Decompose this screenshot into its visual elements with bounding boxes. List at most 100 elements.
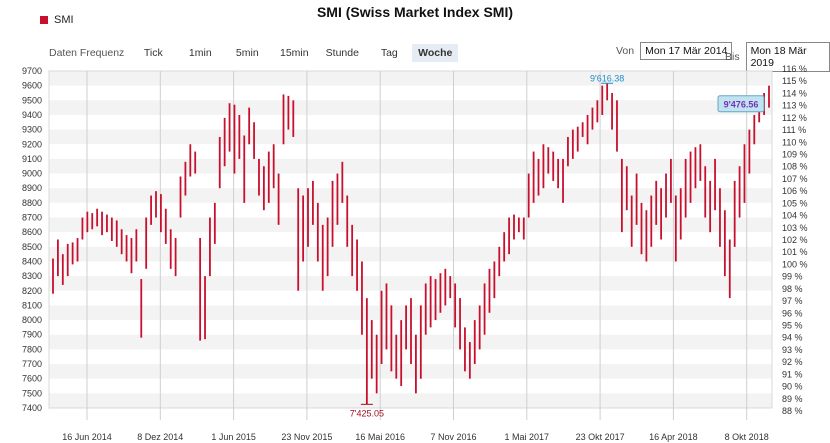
y2-tick-label: 94 % bbox=[782, 333, 803, 343]
grid-band bbox=[49, 85, 772, 101]
y2-tick-label: 115 % bbox=[782, 76, 807, 86]
y-tick-label: 8400 bbox=[22, 256, 42, 266]
frequency-woche-button[interactable]: Woche bbox=[412, 44, 459, 62]
y2-tick-label: 111 % bbox=[782, 125, 806, 135]
grid-band bbox=[49, 144, 772, 159]
y-axis-left: 9700 9600 9500 9400 9300 9200 9100 9000 8900 8800… bbox=[22, 66, 42, 413]
y-tick-label: 8600 bbox=[22, 227, 42, 237]
y2-tick-label: 112 % bbox=[782, 113, 807, 123]
annotations: 9'616.38 7'425.05 9'476.56 bbox=[350, 73, 765, 418]
grid-band bbox=[49, 71, 772, 86]
y2-tick-label: 99 % bbox=[782, 272, 803, 282]
frequency-5min-button[interactable]: 5min bbox=[235, 47, 259, 59]
y-tick-label: 7700 bbox=[22, 359, 42, 369]
y2-tick-label: 90 % bbox=[782, 382, 803, 392]
grid-band bbox=[49, 378, 772, 394]
y-tick-label: 8100 bbox=[22, 300, 42, 310]
chart-title: SMI (Swiss Market Index SMI) bbox=[316, 4, 514, 20]
x-tick-label: 16 Jun 2014 bbox=[62, 432, 112, 442]
high-annotation: 9'616.38 bbox=[590, 73, 624, 83]
grid-band bbox=[49, 261, 772, 277]
grid-band bbox=[49, 364, 772, 379]
y-tick-label: 7900 bbox=[22, 330, 42, 340]
grid-band bbox=[49, 129, 772, 145]
y2-tick-label: 89 % bbox=[782, 394, 803, 404]
y2-tick-label: 102 % bbox=[782, 235, 808, 245]
y2-tick-label: 95 % bbox=[782, 321, 803, 331]
y-tick-label: 9600 bbox=[22, 81, 42, 91]
vertical-gridlines bbox=[86, 71, 748, 420]
frequency-15min-button[interactable]: 15min bbox=[279, 47, 309, 59]
y2-tick-label: 93 % bbox=[782, 345, 803, 355]
y-tick-label: 9400 bbox=[22, 110, 42, 120]
x-tick-label: 23 Nov 2015 bbox=[281, 432, 332, 442]
y2-tick-label: 103 % bbox=[782, 223, 808, 233]
grid-band bbox=[49, 188, 772, 203]
legend-label: SMI bbox=[54, 14, 74, 26]
low-annotation: 7'425.05 bbox=[350, 408, 384, 418]
y-tick-label: 9200 bbox=[22, 139, 42, 149]
grid-band bbox=[49, 173, 772, 189]
grid-band bbox=[49, 100, 772, 115]
y2-tick-label: 107 % bbox=[782, 174, 808, 184]
y-tick-label: 9700 bbox=[22, 66, 42, 76]
y-tick-label: 7500 bbox=[22, 388, 42, 398]
y2-tick-label: 92 % bbox=[782, 357, 803, 367]
frequency-toolbar: Daten Frequenz Tick 1min 5min 15min Stun… bbox=[49, 44, 459, 62]
y2-tick-label: 108 % bbox=[782, 162, 808, 172]
y-tick-label: 8800 bbox=[22, 198, 42, 208]
grid-band bbox=[49, 158, 772, 174]
y-tick-label: 7800 bbox=[22, 344, 42, 354]
y-tick-label: 8200 bbox=[22, 286, 42, 296]
range-from-field[interactable]: Mon 17 Mär 2014 bbox=[640, 42, 733, 60]
range-to-field[interactable]: Mon 18 Mär 2019 bbox=[745, 42, 830, 72]
grid-band bbox=[49, 217, 772, 233]
y-tick-label: 8900 bbox=[22, 183, 42, 193]
grid-band bbox=[49, 393, 772, 408]
y-tick-label: 7600 bbox=[22, 374, 42, 384]
x-tick-label: 16 Mai 2016 bbox=[355, 432, 405, 442]
legend-swatch bbox=[40, 16, 48, 24]
y2-tick-label: 116 % bbox=[782, 64, 807, 74]
grid-band bbox=[49, 202, 772, 218]
last-value-label: 9'476.56 bbox=[724, 100, 759, 110]
x-tick-label: 8 Okt 2018 bbox=[725, 432, 769, 442]
y2-tick-label: 113 % bbox=[782, 101, 807, 111]
y-tick-label: 9000 bbox=[22, 169, 42, 179]
frequency-label: Daten Frequenz bbox=[49, 47, 125, 59]
y-tick-label: 9500 bbox=[22, 95, 42, 105]
range-to: Bis Mon 18 Mär 2019 bbox=[725, 42, 830, 72]
y-tick-label: 8500 bbox=[22, 242, 42, 252]
y2-tick-label: 109 % bbox=[782, 150, 808, 160]
y2-tick-label: 101 % bbox=[782, 247, 808, 257]
x-tick-label: 16 Apr 2018 bbox=[649, 432, 698, 442]
y2-tick-label: 110 % bbox=[782, 137, 807, 147]
x-tick-label: 1 Mai 2017 bbox=[505, 432, 550, 442]
y-axis-right: 116 % 115 % 114 % 113 % 112 % 111 % 110 % 109 %… bbox=[782, 64, 808, 416]
y2-tick-label: 106 % bbox=[782, 186, 808, 196]
y-tick-label: 8000 bbox=[22, 315, 42, 325]
last-value-box bbox=[717, 95, 765, 113]
x-tick-label: 23 Okt 2017 bbox=[576, 432, 625, 442]
frequency-stunde-button[interactable]: Stunde bbox=[325, 47, 359, 59]
grid-band bbox=[49, 114, 772, 130]
frequency-tag-button[interactable]: Tag bbox=[380, 47, 398, 59]
frequency-1min-button[interactable]: 1min bbox=[188, 47, 212, 59]
x-tick-label: 8 Dez 2014 bbox=[137, 432, 183, 442]
y-tick-label: 9300 bbox=[22, 125, 42, 135]
y2-tick-label: 91 % bbox=[782, 369, 803, 379]
range-to-label: Bis bbox=[725, 51, 740, 63]
price-bars bbox=[52, 83, 770, 405]
x-tick-label: 7 Nov 2016 bbox=[430, 432, 476, 442]
frequency-tick-button[interactable]: Tick bbox=[143, 47, 163, 59]
y-tick-label: 7400 bbox=[22, 403, 42, 413]
y-tick-label: 8700 bbox=[22, 213, 42, 223]
y-tick-label: 8300 bbox=[22, 271, 42, 281]
legend[interactable]: SMI bbox=[40, 14, 74, 26]
grid-band bbox=[49, 232, 772, 247]
y2-tick-label: 104 % bbox=[782, 211, 808, 221]
y2-tick-label: 88 % bbox=[782, 406, 803, 416]
y-tick-label: 9100 bbox=[22, 154, 42, 164]
x-tick-label: 1 Jun 2015 bbox=[211, 432, 256, 442]
